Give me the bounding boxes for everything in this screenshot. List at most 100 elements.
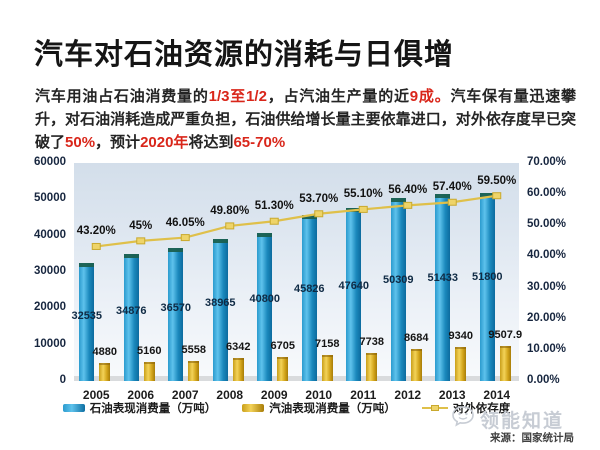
dependency-line: [91, 192, 502, 250]
oil-bar-value-label: 50309: [382, 274, 414, 287]
gasoline-bar: [277, 356, 289, 381]
intro-text: 将达到: [188, 134, 234, 151]
x-axis-year-label: 2009: [260, 388, 288, 402]
gasoline-bar-value-label: 6342: [226, 340, 251, 353]
intro-text: ，预计: [95, 134, 141, 151]
dependency-value-label: 43.20%: [76, 225, 116, 238]
intro-highlight: 9成。: [409, 88, 451, 105]
right-axis-tick-label: 10.00%: [527, 342, 567, 355]
legend-label: 对外依存度: [452, 403, 511, 415]
oil-bar: [435, 194, 451, 381]
dependency-value-label: 59.50%: [477, 174, 517, 187]
legend-line-swatch: [421, 404, 448, 412]
dependency-line-marker: [314, 210, 324, 218]
dependency-line-marker: [225, 222, 235, 230]
left-axis-tick-label: 0: [59, 374, 66, 386]
gasoline-bar: [232, 357, 244, 381]
legend-item: 汽油表现消费量（万吨）: [242, 400, 396, 416]
oil-bar-value-label: 47640: [338, 279, 370, 292]
x-axis-year-label: 2006: [127, 388, 155, 402]
dependency-line-marker: [358, 205, 368, 213]
oil-bar-value-label: 45826: [293, 283, 325, 296]
oil-bar-value-label: 36570: [160, 301, 192, 314]
dependency-line-marker: [492, 192, 502, 200]
dependency-value-label: 51.30%: [254, 200, 294, 213]
right-axis-tick-label: 70.00%: [527, 156, 567, 168]
oil-bar-value-label: 34876: [115, 305, 147, 318]
x-axis-year-label: 2013: [438, 388, 466, 402]
x-axis: 2005 2006 2007 2008 2009 2010 2011 2012 2013 2014: [74, 388, 519, 404]
oil-bar: [212, 239, 228, 381]
left-axis-tick-label: 10000: [34, 337, 66, 350]
intro-highlight: 2020年: [140, 134, 189, 151]
brand-watermark: 领能知道: [451, 405, 564, 433]
oil-bar: [168, 248, 184, 381]
left-axis-tick-label: 20000: [34, 301, 66, 314]
left-axis-tick-label: 30000: [34, 265, 66, 277]
intro-highlight: 1/3至1/2: [208, 88, 267, 105]
left-axis-tick-label: 50000: [34, 192, 66, 205]
x-axis-year-label: 2011: [350, 388, 377, 402]
gasoline-bar-value-label: 7738: [359, 335, 384, 348]
dependency-value-label: 53.70%: [299, 192, 339, 205]
dependency-value-label: 57.40%: [432, 181, 472, 194]
gasoline-bar: [321, 355, 333, 381]
legend-gasoline-swatch: [242, 404, 265, 412]
right-axis-tick-label: 40.00%: [527, 249, 567, 262]
gasoline-bar-value-label: 5160: [137, 345, 162, 358]
x-axis-year-label: 2007: [171, 388, 199, 402]
x-axis-year-label: 2014: [483, 388, 511, 402]
x-axis-year-label: 2005: [82, 388, 110, 402]
chat-face-icon: [451, 405, 475, 433]
gasoline-bar: [143, 362, 155, 381]
right-axis-tick-label: 50.00%: [527, 218, 567, 231]
oil-bar: [479, 192, 495, 381]
oil-bar: [123, 254, 139, 381]
brand-name: 领能知道: [480, 410, 565, 432]
gasoline-bar-value-label: 5558: [181, 343, 206, 356]
x-axis-year-label: 2010: [305, 388, 333, 402]
intro-highlight: 65-70%: [233, 134, 286, 151]
intro-text: 汽车保有量迅速攀升，对石油消耗造成严重负担，石油供给增长量主要依靠进口，对外依存…: [35, 88, 576, 151]
plot-area: 32535 4880 34876 5160 36570 5558 38965 6342 4080…: [71, 163, 523, 381]
oil-bar-value-label: 51433: [427, 272, 459, 285]
dependency-value-label: 55.10%: [343, 188, 383, 201]
gasoline-bar-value-label: 9507.9: [488, 329, 523, 342]
intro-highlight: 50%: [65, 134, 96, 151]
x-axis-year-label: 2012: [394, 388, 422, 402]
dependency-value-label: 56.40%: [388, 184, 428, 197]
legend-item: 石油表现消费量（万吨）: [62, 400, 217, 416]
x-axis-year-label: 2008: [216, 388, 244, 402]
right-axis-tick-label: 30.00%: [527, 280, 567, 293]
legend-label: 汽油表现消费量（万吨）: [269, 403, 396, 415]
chart-legend: 石油表现消费量（万吨） 汽油表现消费量（万吨） 对外依存度: [54, 400, 519, 416]
gasoline-bar: [99, 363, 111, 381]
dependency-line-marker: [447, 198, 457, 206]
gasoline-bar: [366, 352, 378, 381]
dependency-line-marker: [180, 234, 190, 242]
intro-paragraph: 汽车用油占石油消费量的1/3至1/2，占汽油生产量的近9成。汽车保有量迅速攀升，…: [35, 85, 576, 154]
gasoline-bar: [188, 360, 200, 381]
dependency-line-marker: [403, 201, 413, 209]
right-axis-tick-label: 0.00%: [527, 374, 560, 386]
legend-item: 对外依存度: [421, 400, 511, 416]
oil-bar-value-label: 40800: [249, 293, 281, 306]
page-title: 汽车对石油资源的消耗与日俱增: [34, 39, 455, 72]
dependency-value-label: 45%: [129, 219, 153, 232]
dependency-line-marker: [136, 237, 146, 245]
intro-text: 汽车用油占石油消费量的: [35, 88, 209, 105]
gasoline-bar: [410, 349, 422, 381]
gasoline-bar-value-label: 6705: [270, 339, 295, 352]
oil-bar-value-label: 51800: [471, 271, 503, 284]
x-axis-baseline: [74, 376, 519, 381]
oil-bar: [390, 198, 406, 381]
gasoline-bar: [499, 346, 511, 381]
gasoline-bar-value-label: 9340: [448, 330, 473, 343]
legend-label: 石油表现消费量（万吨）: [89, 403, 217, 415]
right-axis-tick-label: 60.00%: [527, 187, 567, 200]
dependency-line-marker: [91, 242, 101, 250]
gasoline-bar: [455, 347, 467, 381]
gasoline-bar-value-label: 4880: [92, 346, 117, 359]
oil-consumption-chart: 60000 50000 40000 30000 20000 10000 0 32535 488…: [30, 150, 578, 416]
gasoline-bar-value-label: 7158: [315, 337, 340, 350]
